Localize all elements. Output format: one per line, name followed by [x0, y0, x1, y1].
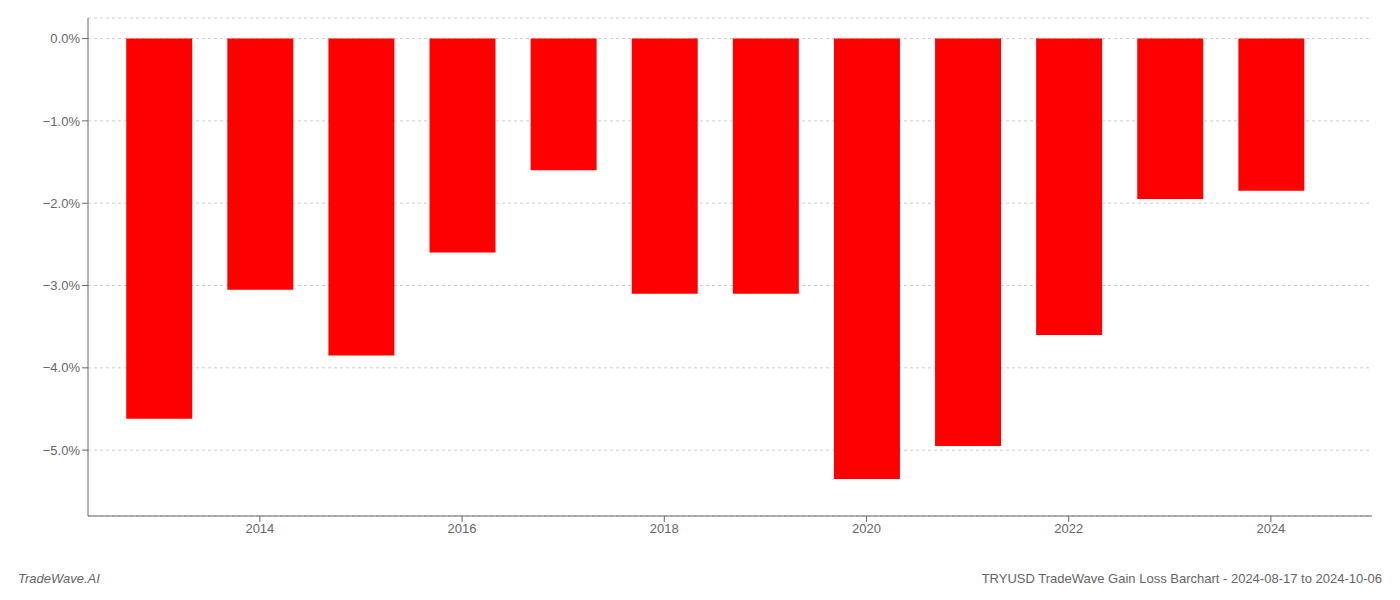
html-text:TRYUSD TradeWave Gain Loss Bar: TRYUSD TradeWave Gain Loss Barchart - 20…	[981, 571, 1382, 586]
svg-text:2022: 2022	[1054, 521, 1083, 536]
svg-text:2024: 2024	[1256, 521, 1285, 536]
svg-text:2018: 2018	[650, 521, 679, 536]
svg-text:2016: 2016	[448, 521, 477, 536]
svg-text:2014: 2014	[245, 521, 274, 536]
svg-text:0.0%: 0.0%	[50, 31, 80, 46]
svg-text:−3.0%: −3.0%	[43, 278, 81, 293]
svg-text:2020: 2020	[852, 521, 881, 536]
svg-text:−1.0%: −1.0%	[43, 114, 81, 129]
svg-text:−5.0%: −5.0%	[43, 443, 81, 458]
html-text:TradeWave.AI: TradeWave.AI	[18, 571, 100, 586]
svg-text:−2.0%: −2.0%	[43, 196, 81, 211]
svg-text:−4.0%: −4.0%	[43, 360, 81, 375]
